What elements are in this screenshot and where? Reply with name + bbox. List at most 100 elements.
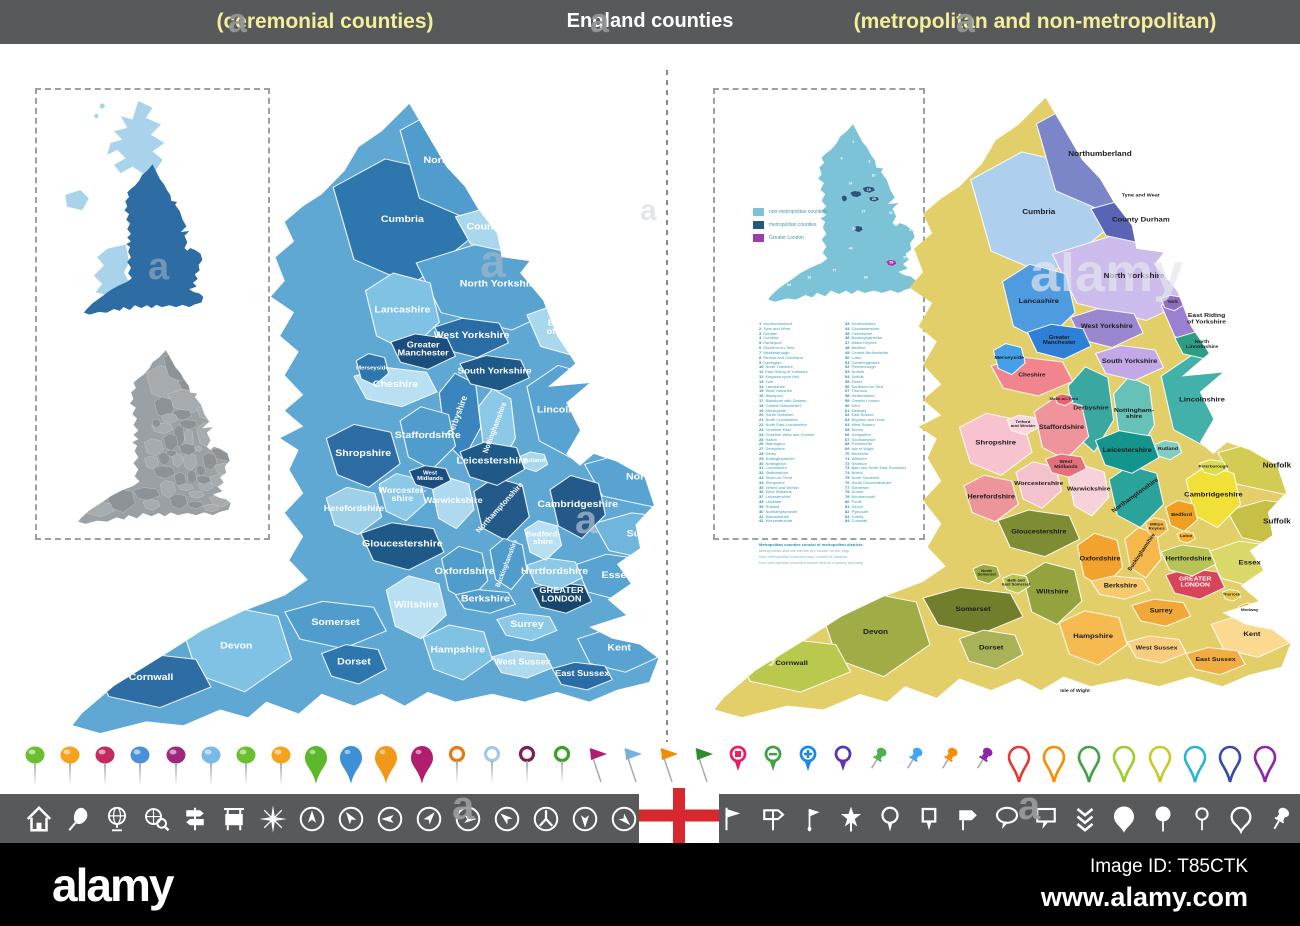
- glossy-pin-purple-icon: [163, 744, 189, 788]
- pushpin-orange-icon: [936, 744, 962, 788]
- badge-pin-pink-square-icon: [725, 744, 751, 788]
- county-label: Telford and Wrekin: [1011, 419, 1036, 428]
- region-west-sussex: [491, 650, 553, 679]
- county-list-item: 57 Thurrock: [845, 389, 868, 394]
- inset-region-number: 3: [868, 160, 870, 164]
- county-list-item: 28 Derby: [759, 451, 777, 456]
- region-stoke-on-trent: [1054, 393, 1074, 407]
- region-south-yorkshire: [1094, 345, 1165, 381]
- flag-pin-green-icon: [690, 744, 716, 788]
- county-list-item: 58 Hertfordshire: [845, 394, 875, 399]
- county-label: Surrey: [510, 620, 544, 630]
- globe-icon: [102, 804, 132, 834]
- county-label: Bedford-shire: [526, 530, 561, 546]
- legend-label: Greater London: [769, 235, 805, 241]
- region-gloucestershire: [997, 509, 1081, 558]
- county-label: North Lincolnshire: [1186, 339, 1218, 349]
- county-list-item: 30 Nottingham: [759, 461, 786, 466]
- county-label: Greater Manchester: [1043, 335, 1077, 346]
- county-label: Suffolk: [627, 529, 663, 539]
- region-merseyside: [355, 353, 390, 386]
- wales-shape: [93, 244, 130, 296]
- county-list-item: 60 Kent: [845, 403, 860, 408]
- flag-icon: [719, 804, 749, 834]
- region-dorset: [142, 499, 161, 511]
- county-label: GREATER LONDON: [539, 586, 584, 603]
- region-herefordshire: [325, 486, 383, 536]
- county-list-item: 82 Plymouth: [845, 509, 869, 514]
- county-label: Medway: [1241, 607, 1259, 612]
- county-label: Suffolk: [1263, 517, 1291, 525]
- county-label: Leicestershire: [456, 456, 528, 466]
- region-surrey: [1131, 598, 1192, 627]
- round-pin-icon: [875, 804, 905, 834]
- county-label: Herefordshire: [967, 494, 1015, 500]
- county-label: Warwickshire: [1067, 486, 1111, 492]
- county-label: West Midlands: [1054, 459, 1078, 469]
- legend-swatch: [753, 221, 764, 229]
- county-list-column-2: 43 Herefordshire 44 Gloucestershire 45 Oxford…: [845, 322, 931, 524]
- county-list-item: 79 Bournemouth: [845, 495, 876, 500]
- inset-region-number: 9: [840, 157, 842, 161]
- region-wiltshire: [159, 480, 176, 498]
- county-list-item: 42 Worcestershire: [759, 519, 793, 524]
- inset-numbered-map: 1 2 3 9 10 14 15 20 27 31 36 44 53 55 59 66 77 81 84: [768, 124, 916, 302]
- county-label: Cumbria: [1022, 207, 1056, 215]
- left-map-title: (ceremonial counties): [216, 10, 434, 33]
- county-label: Shropshire: [335, 449, 391, 459]
- county-list-column-1: 1 Northumberland 2 Tyne and Wear 3 Durham 4 Cum…: [759, 322, 845, 524]
- region-north-somerset: [972, 563, 1001, 585]
- inset-region-number: 44: [849, 247, 853, 251]
- county-list-item: 33 Stoke-on-Trent: [759, 476, 792, 480]
- county-label: Peterborough: [1199, 464, 1229, 469]
- county-list-item: 34 Shropshire: [759, 480, 785, 485]
- drop-pin-orange-icon: [373, 744, 399, 788]
- region-buckinghamshire: [186, 470, 197, 485]
- image-id-label: Image ID:: [1089, 856, 1173, 877]
- county-label: Lincolnshire: [537, 405, 601, 415]
- region-staffordshire: [163, 433, 179, 452]
- region-oxfordshire: [174, 472, 187, 488]
- outline-pin-red-icon: [1006, 744, 1032, 788]
- map-pins-row: [0, 744, 1300, 794]
- county-list-item: 8 Redcar and Cleveland: [759, 355, 803, 360]
- uk-locator-map: [65, 101, 204, 315]
- region-leicestershire: [1094, 430, 1160, 474]
- region-bedford: [1165, 499, 1199, 532]
- compass-ne-icon: [414, 804, 444, 834]
- region-bath-and-east-somerset: [1001, 573, 1031, 594]
- county-label: Bedford: [1171, 512, 1192, 518]
- county-label: Oxfordshire: [435, 567, 496, 577]
- county-label: Dorset: [337, 657, 371, 667]
- region-rutland: [519, 451, 549, 473]
- pushpin-blue-icon: [901, 744, 927, 788]
- region-cambridgeshire: [549, 475, 606, 539]
- region-staffordshire: [399, 406, 457, 471]
- county-label: North Yorkshire: [460, 279, 540, 289]
- county-label: South Yorkshire: [1102, 358, 1158, 364]
- county-label: Stoke-on-Trent: [1049, 397, 1078, 401]
- county-list-item: 69 Isle of Wight: [845, 447, 874, 452]
- england-shape-highlight: [83, 164, 204, 315]
- county-label: Cornwall: [129, 673, 174, 683]
- footnote-line: Non-metropolitan counties may consist of…: [759, 554, 848, 559]
- glossy-pin-green-icon: [22, 744, 48, 788]
- inset-region-number: 55: [903, 256, 907, 260]
- badge-pin-blue-plus-icon: [795, 744, 821, 788]
- county-label: Northumberland: [1068, 149, 1132, 157]
- county-label: Milton Keynes: [1149, 522, 1166, 531]
- county-label: Warwickshire: [424, 496, 483, 505]
- county-label: Isle of Wight: [1060, 688, 1090, 693]
- county-label: Greater Manchester: [398, 340, 450, 357]
- inset-region-number: 2: [873, 150, 875, 154]
- balloon-pin-icon: [1148, 804, 1178, 834]
- county-label: Gloucestershire: [362, 539, 443, 549]
- globe-search-icon: [141, 804, 171, 834]
- county-label: Rutland: [523, 458, 546, 464]
- compass-w-icon: [375, 804, 405, 834]
- region-lancashire: [1001, 263, 1076, 343]
- region-east-sussex: [203, 504, 219, 512]
- region-berkshire: [1090, 575, 1151, 600]
- outline-pin-green-icon: [1076, 744, 1102, 788]
- ring-pin-orange-icon: [444, 744, 470, 788]
